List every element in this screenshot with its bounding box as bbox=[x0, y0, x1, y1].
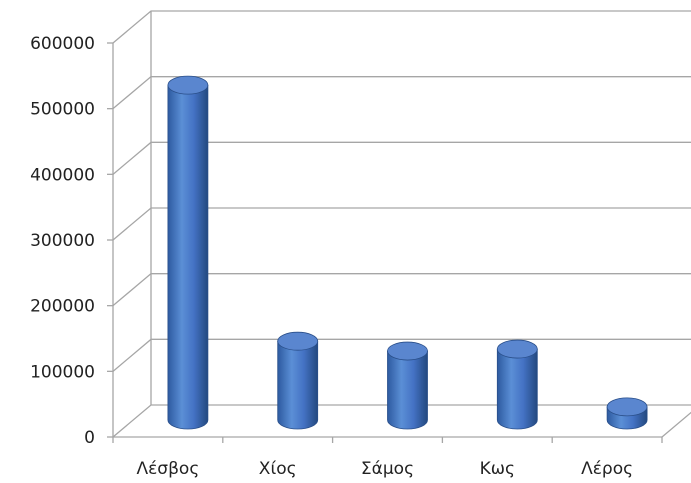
y-tick-label-2: 200000 bbox=[30, 297, 95, 317]
bar-top-3 bbox=[496, 339, 538, 359]
gridline-6 bbox=[112, 10, 691, 44]
y-tick-label-4: 400000 bbox=[30, 165, 95, 185]
bar-body-3 bbox=[496, 348, 538, 430]
bar-top-1 bbox=[277, 331, 319, 351]
gridlines bbox=[107, 10, 691, 443]
bar-2 bbox=[387, 341, 428, 430]
y-tick-label-5: 500000 bbox=[30, 100, 95, 120]
x-category-label-4: Λέρος bbox=[581, 459, 633, 479]
y-tick-label-1: 100000 bbox=[30, 362, 95, 382]
y-tick-label-0: 0 bbox=[84, 428, 95, 448]
y-tick-label-3: 300000 bbox=[30, 231, 95, 251]
bar-3 bbox=[496, 339, 538, 430]
x-category-label-1: Χίος bbox=[259, 459, 297, 479]
bars bbox=[167, 75, 648, 430]
bar-top-2 bbox=[387, 341, 428, 361]
bar-body-0 bbox=[167, 84, 209, 430]
y-tick-label-6: 600000 bbox=[30, 34, 95, 54]
x-category-label-2: Σάμος bbox=[361, 459, 414, 479]
bar-1 bbox=[277, 331, 319, 430]
bar-4 bbox=[606, 397, 648, 430]
bar-top-0 bbox=[167, 75, 209, 95]
y-axis-tick-labels: 0 100000 200000 300000 400000 500000 600000 bbox=[30, 34, 95, 448]
floor-right-edge bbox=[661, 411, 691, 438]
bar-body-2 bbox=[387, 350, 428, 430]
x-category-label-0: Λέσβος bbox=[136, 459, 199, 479]
bar-body-1 bbox=[277, 340, 319, 430]
bar-top-4 bbox=[606, 397, 648, 417]
bar-0 bbox=[167, 75, 209, 430]
x-axis-category-labels: Λέσβος Χίος Σάμος Κως Λέρος bbox=[136, 459, 633, 479]
x-category-label-3: Κως bbox=[480, 459, 515, 479]
